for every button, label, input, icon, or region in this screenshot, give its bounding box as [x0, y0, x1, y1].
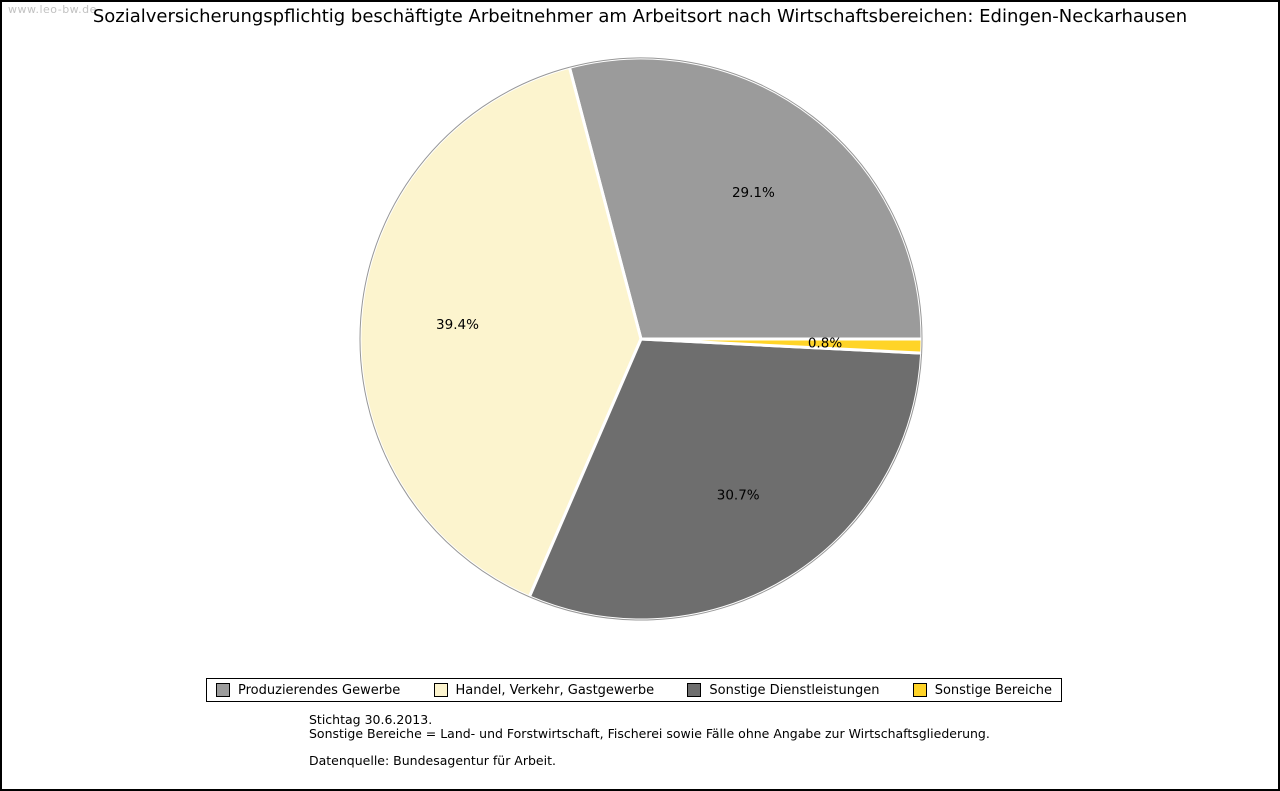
pie-slice-rim-3	[529, 353, 923, 621]
footer-definition: Sonstige Bereiche = Land- und Forstwirts…	[309, 726, 990, 741]
pie-slice-rim-1	[569, 57, 923, 340]
slice-label-1: 29.1%	[732, 185, 775, 201]
pie-slice-rim-2	[359, 66, 570, 598]
slice-label-4: 0.8%	[808, 336, 842, 352]
legend-item-4: Sonstige Bereiche	[912, 682, 1052, 698]
pie-chart: 29.1% 39.4% 30.7% 0.8%	[358, 56, 924, 622]
slice-label-2: 39.4%	[436, 317, 479, 333]
legend-item-2: Handel, Verkehr, Gastgewerbe	[433, 682, 655, 698]
legend-item-1: Produzierendes Gewerbe	[216, 683, 400, 698]
legend-swatch-3	[687, 683, 702, 697]
legend-swatch-1	[216, 683, 230, 697]
legend-label-2: Handel, Verkehr, Gastgewerbe	[455, 682, 655, 698]
legend-label-4: Sonstige Bereiche	[934, 682, 1052, 698]
footer-datasource: Datenquelle: Bundesagentur für Arbeit.	[309, 753, 556, 768]
legend-label-1: Produzierendes Gewerbe	[238, 682, 401, 698]
footer-stichtag: Stichtag 30.6.2013.	[309, 712, 433, 727]
legend-swatch-4	[912, 683, 927, 697]
footer-notes: Stichtag 30.6.2013. Sonstige Bereiche = …	[309, 713, 990, 768]
legend-item-3: Sonstige Dienstleistungen	[687, 683, 879, 698]
watermark: www.leo-bw.de	[8, 3, 97, 16]
legend-swatch-2	[433, 683, 448, 697]
legend-label-3: Sonstige Dienstleistungen	[709, 682, 880, 698]
slice-label-3: 30.7%	[717, 487, 760, 503]
legend: Produzierendes Gewerbe Handel, Verkehr, G…	[206, 678, 1062, 702]
page-title: Sozialversicherungspflichtig beschäftigt…	[92, 6, 1188, 27]
